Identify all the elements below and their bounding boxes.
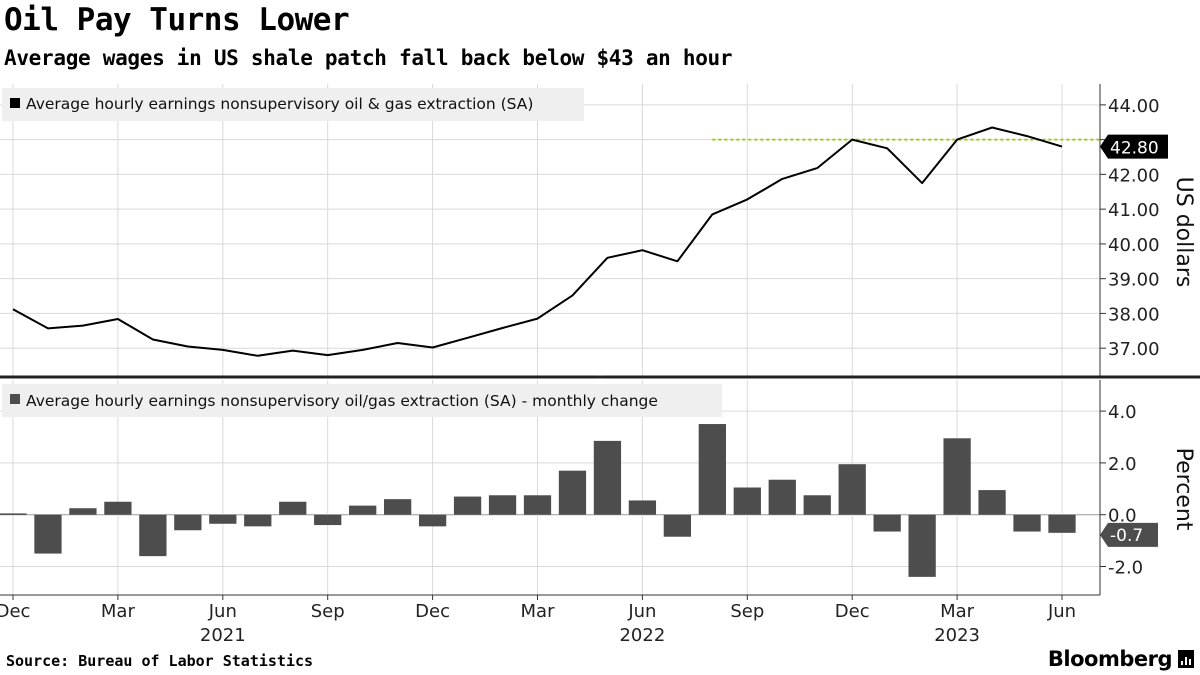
change-bar bbox=[698, 424, 726, 515]
change-legend-background bbox=[2, 384, 722, 417]
change-bar bbox=[908, 514, 936, 577]
change-y-tick-label: 2.0 bbox=[1108, 454, 1137, 475]
wage-y-tick-label: 39.00 bbox=[1108, 270, 1160, 291]
change-bar bbox=[1013, 514, 1041, 532]
change-bar bbox=[838, 464, 866, 515]
x-tick-label: Sep bbox=[311, 601, 345, 622]
change-bar bbox=[873, 514, 901, 532]
change-bar bbox=[978, 490, 1006, 515]
change-bar bbox=[279, 501, 307, 515]
change-bar bbox=[628, 500, 657, 515]
x-year-label: 2023 bbox=[934, 625, 980, 646]
chart-title: Oil Pay Turns Lower bbox=[4, 2, 350, 38]
x-axis: Dec Mar Jun Sep Dec Mar Jun Sep Dec Mar Jun 2021 202… bbox=[0, 594, 1100, 646]
change-legend-swatch bbox=[10, 394, 20, 404]
x-year-label: 2021 bbox=[200, 625, 246, 646]
wage-callout-label: 42.80 bbox=[1110, 139, 1159, 159]
wage-y-tick-label: 44.00 bbox=[1108, 96, 1160, 117]
change-y-tick-label: 4.0 bbox=[1108, 402, 1137, 423]
change-bar bbox=[453, 496, 482, 515]
x-tick-label: Mar bbox=[940, 601, 975, 622]
change-bar bbox=[383, 499, 412, 515]
change-bar bbox=[349, 505, 377, 515]
wage-legend: Average hourly earnings nonsupervisory o… bbox=[2, 88, 584, 121]
wage-legend-swatch bbox=[10, 98, 20, 108]
change-bar bbox=[139, 514, 167, 557]
change-legend-label: Average hourly earnings nonsupervisory o… bbox=[26, 392, 658, 410]
wage-y-tick-label: 41.00 bbox=[1108, 200, 1160, 221]
change-bar bbox=[593, 440, 622, 515]
change-bar bbox=[418, 514, 447, 527]
x-tick-label: Dec bbox=[835, 601, 870, 622]
x-tick-label: Jun bbox=[1047, 601, 1076, 622]
wage-y-axis: 37.00 38.00 39.00 40.00 41.00 42.00 44.00 bbox=[1099, 84, 1160, 376]
change-bar bbox=[69, 508, 97, 515]
wage-y-tick-label: 42.00 bbox=[1108, 165, 1160, 186]
bloomberg-terminal-icon bbox=[1178, 650, 1194, 668]
wage-series bbox=[12, 126, 1063, 357]
x-tick-label: Jun bbox=[208, 601, 237, 622]
change-bar bbox=[523, 495, 552, 515]
change-y-axis-title: Percent bbox=[1171, 448, 1196, 531]
change-bar bbox=[768, 479, 796, 515]
change-bar bbox=[0, 513, 27, 515]
x-tick-label: Jun bbox=[627, 601, 656, 622]
change-bar bbox=[733, 487, 761, 515]
change-y-axis: -2.0 0.0 2.0 4.0 bbox=[1099, 380, 1143, 595]
wage-line-panel: Average hourly earnings nonsupervisory o… bbox=[0, 84, 1196, 376]
chart-subtitle: Average wages in US shale patch fall bac… bbox=[4, 46, 733, 70]
change-bar bbox=[1048, 514, 1076, 533]
x-tick-label: Dec bbox=[415, 601, 450, 622]
change-bar bbox=[34, 514, 62, 554]
wage-line bbox=[12, 126, 1063, 357]
wage-y-tick-label: 38.00 bbox=[1108, 304, 1160, 325]
x-tick-label: Sep bbox=[730, 601, 764, 622]
change-bar bbox=[488, 495, 517, 515]
change-bar bbox=[943, 438, 971, 515]
change-bar bbox=[558, 470, 587, 515]
wage-vertical-gridlines bbox=[12, 84, 1063, 376]
change-callout-label: -0.7 bbox=[1110, 526, 1143, 546]
x-tick-label: Mar bbox=[521, 601, 556, 622]
wage-last-value-callout: 42.80 bbox=[1100, 134, 1168, 159]
change-callout-box bbox=[1100, 522, 1158, 547]
change-bar bbox=[209, 514, 237, 524]
change-bar bbox=[174, 514, 202, 531]
change-y-tick-label: 0.0 bbox=[1108, 506, 1137, 527]
change-series bbox=[0, 424, 1076, 577]
change-bar bbox=[244, 514, 272, 527]
bloomberg-logo: Bloomberg bbox=[1047, 647, 1173, 671]
wage-gridlines bbox=[0, 104, 1100, 349]
wage-y-tick-label: 40.00 bbox=[1108, 235, 1160, 256]
wage-legend-background bbox=[2, 88, 584, 121]
x-tick-label: Mar bbox=[101, 601, 136, 622]
x-year-label: 2022 bbox=[619, 625, 665, 646]
source-note: Source: Bureau of Labor Statistics bbox=[6, 652, 314, 670]
wage-y-tick-label: 37.00 bbox=[1108, 339, 1160, 360]
change-bar-panel: Average hourly earnings nonsupervisory o… bbox=[0, 380, 1196, 595]
change-y-tick-label: -2.0 bbox=[1108, 558, 1143, 579]
change-bar bbox=[803, 495, 831, 515]
wage-y-axis-title: US dollars bbox=[1171, 177, 1196, 288]
change-last-value-callout: -0.7 bbox=[1100, 522, 1158, 547]
change-bar bbox=[663, 514, 692, 537]
wage-legend-label: Average hourly earnings nonsupervisory o… bbox=[26, 95, 533, 113]
change-bar bbox=[314, 514, 342, 526]
x-tick-label: Dec bbox=[0, 601, 30, 622]
wage-callout-box bbox=[1100, 134, 1168, 159]
change-bar bbox=[104, 501, 132, 515]
change-legend: Average hourly earnings nonsupervisory o… bbox=[2, 384, 722, 417]
